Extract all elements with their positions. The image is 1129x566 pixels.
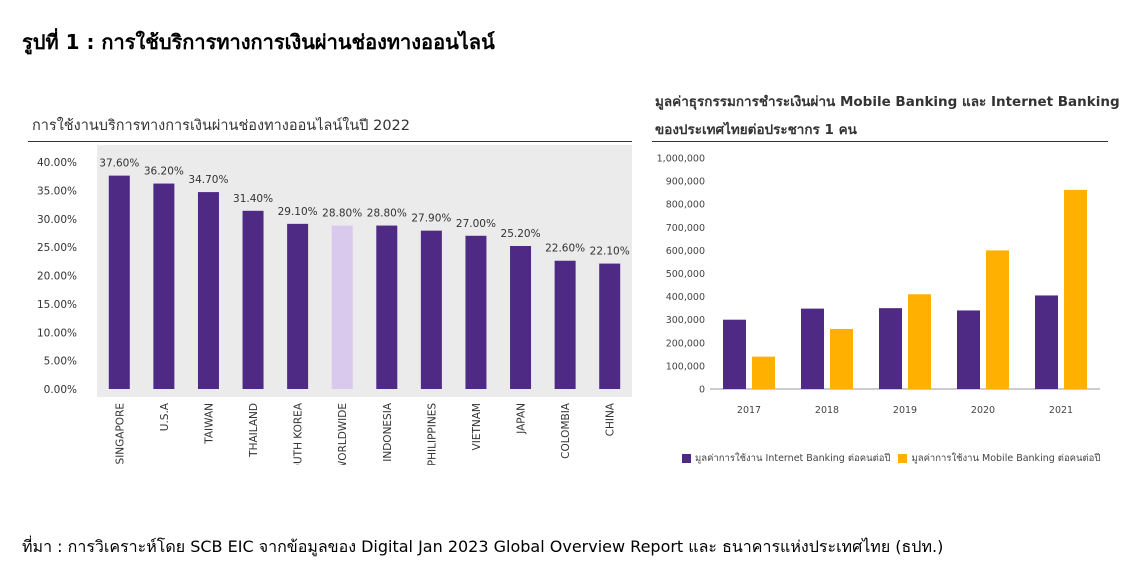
right-title-rule	[652, 141, 1108, 142]
right-bar-chart: 0 100,000 200,000 300,000 400,000 500,000 600,…	[657, 154, 1100, 416]
left-bar	[287, 223, 309, 389]
right-chart-title: มูลค่าธุรกรรมการชำระเงินผ่าน Mobile Bank…	[655, 88, 1120, 144]
mobile-banking-bar	[752, 356, 775, 389]
left-x-tick-label: WORLDWIDE	[337, 403, 349, 465]
internet-banking-bar	[879, 308, 902, 389]
left-y-tick-label: 30.00%	[37, 214, 77, 226]
source-note: ที่มา : การวิเคราะห์โดย SCB EIC จากข้อมู…	[22, 537, 944, 556]
left-bar-value-label: 27.90%	[411, 213, 451, 225]
left-bar	[554, 260, 576, 389]
left-bar-value-label: 28.80%	[367, 208, 407, 220]
left-bar	[197, 192, 219, 389]
legend-swatch-mobile-banking	[898, 454, 908, 463]
internet-banking-bar	[1035, 295, 1058, 389]
left-bar-value-label: 25.20%	[501, 228, 541, 240]
left-bar-value-label: 31.40%	[233, 193, 273, 205]
right-chart-title-line-2: ของประเทศไทยต่อประชากร 1 คน	[655, 122, 857, 138]
left-bar-value-label: 29.10%	[278, 206, 318, 218]
right-chart-title-line-1: มูลค่าธุรกรรมการชำระเงินผ่าน Mobile Bank…	[655, 94, 1120, 110]
left-plot-background	[97, 145, 632, 397]
mobile-banking-bar	[986, 250, 1009, 389]
right-y-tick-label: 200,000	[666, 338, 705, 349]
internet-banking-bar	[957, 310, 980, 389]
left-bar	[242, 210, 264, 389]
left-x-tick-label: SINGAPORE	[114, 403, 126, 464]
left-y-tick-label: 35.00%	[37, 185, 77, 197]
left-bar	[465, 235, 487, 389]
left-x-tick-label: PHILIPPINES	[426, 403, 438, 465]
right-y-tick-label: 500,000	[666, 269, 705, 280]
right-x-tick-label: 2017	[737, 405, 761, 416]
left-x-tick-label: U.S.A	[159, 402, 171, 431]
left-bar	[108, 175, 130, 389]
legend-item-internet-banking: มูลค่าการใช้งาน Internet Banking ต่อคนต่…	[682, 451, 890, 466]
right-y-tick-label: 1,000,000	[657, 154, 705, 165]
left-bar	[599, 263, 621, 389]
left-bar-chart: 0.00% 5.00% 10.00% 15.00% 20.00% 25.00% 30.00%…	[37, 145, 632, 465]
left-bar-value-label: 22.60%	[545, 243, 585, 255]
left-x-tick-label: COLOMBIA	[560, 402, 572, 459]
left-y-tick-label: 15.00%	[37, 299, 77, 311]
legend-item-mobile-banking: มูลค่าการใช้งาน Mobile Banking ต่อคนต่อป…	[898, 451, 1100, 466]
left-x-tick-label: THAILAND	[248, 403, 260, 458]
left-bar-value-label: 37.60%	[99, 158, 139, 170]
left-y-tick-label: 0.00%	[44, 384, 77, 396]
right-chart-legend: มูลค่าการใช้งาน Internet Banking ต่อคนต่…	[682, 451, 1108, 466]
right-y-tick-label: 600,000	[666, 246, 705, 257]
left-x-tick-label: CHINA	[605, 402, 617, 436]
left-y-tick-label: 20.00%	[37, 271, 77, 283]
left-title-rule	[28, 141, 632, 142]
left-chart-title: การใช้งานบริการทางการเงินผ่านช่องทางออนไ…	[32, 118, 410, 134]
right-x-tick-label: 2021	[1049, 405, 1073, 416]
left-y-tick-label: 40.00%	[37, 157, 77, 169]
left-bar-value-label: 27.00%	[456, 218, 496, 230]
legend-swatch-internet-banking	[682, 454, 691, 463]
right-x-tick-label: 2018	[815, 405, 839, 416]
left-y-tick-label: 5.00%	[44, 356, 77, 368]
right-y-tick-label: 300,000	[666, 315, 705, 326]
left-y-tick-label: 10.00%	[37, 327, 77, 339]
mobile-banking-bar	[1064, 189, 1087, 389]
internet-banking-bar	[801, 308, 824, 389]
legend-label-internet-banking: มูลค่าการใช้งาน Internet Banking ต่อคนต่…	[695, 453, 891, 464]
mobile-banking-bar	[908, 294, 931, 389]
left-bar	[331, 225, 353, 389]
left-bar-value-label: 34.70%	[188, 174, 228, 186]
right-y-tick-label: 800,000	[666, 200, 705, 211]
left-x-tick-label: SOUTH KOREA	[293, 402, 305, 465]
left-x-tick-label: VIETNAM	[471, 403, 483, 450]
left-bar-value-label: 22.10%	[590, 246, 630, 258]
right-y-tick-label: 900,000	[666, 177, 705, 188]
figure-title: รูปที่ 1 : การใช้บริการทางการเงินผ่านช่อ…	[22, 30, 495, 54]
right-y-tick-label: 0	[699, 385, 705, 396]
left-bar-value-label: 36.20%	[144, 166, 184, 178]
right-x-tick-label: 2020	[971, 405, 995, 416]
left-bar	[376, 225, 398, 389]
mobile-banking-bar	[830, 328, 853, 389]
right-y-tick-label: 400,000	[666, 292, 705, 303]
internet-banking-bar	[723, 319, 746, 389]
right-y-tick-label: 100,000	[666, 361, 705, 372]
left-x-tick-label: JAPAN	[516, 403, 528, 435]
right-x-tick-label: 2019	[893, 405, 917, 416]
left-bar-value-label: 28.80%	[322, 208, 362, 220]
legend-label-mobile-banking: มูลค่าการใช้งาน Mobile Banking ต่อคนต่อป…	[911, 453, 1101, 464]
right-y-tick-label: 700,000	[666, 223, 705, 234]
left-bar	[510, 245, 532, 389]
left-y-tick-label: 25.00%	[37, 242, 77, 254]
left-bar	[153, 183, 175, 389]
left-x-tick-label: TAIWAN	[203, 403, 215, 445]
left-bar	[420, 230, 442, 389]
left-x-tick-label: INDONESIA	[382, 402, 394, 462]
